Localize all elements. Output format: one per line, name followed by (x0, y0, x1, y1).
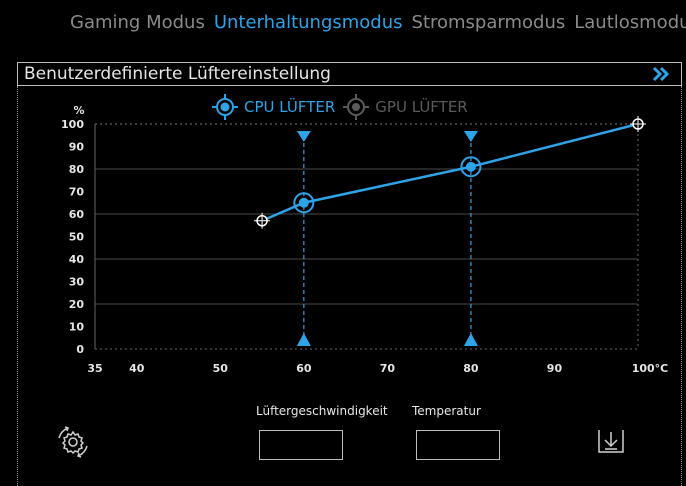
curve-point-selected-ring (460, 156, 482, 178)
curve-point-selected (465, 161, 476, 172)
x-tick-label: 35 (87, 362, 102, 375)
marker-handle-bottom (296, 333, 311, 346)
y-tick-label: 60 (69, 208, 85, 221)
curve-point-selected-ring (293, 192, 315, 214)
y-tick-label: 0 (76, 343, 84, 356)
y-tick-label: 70 (69, 186, 85, 199)
chart-legend: CPU LÜFTER GPU LÜFTER (212, 94, 468, 120)
fan-speed-field[interactable] (259, 430, 343, 460)
y-tick-label: 10 (69, 321, 85, 334)
crosshair-icon (343, 94, 370, 120)
x-tick-label: 70 (380, 362, 396, 375)
download-icon[interactable] (597, 428, 625, 458)
cpu-fan-curve (261, 122, 639, 222)
x-tick-label: 90 (547, 362, 563, 375)
marker-handle-top (296, 131, 311, 142)
crosshair-icon (212, 94, 238, 120)
tab-stromsparmodus[interactable]: Stromsparmodus (411, 12, 566, 33)
x-tick-label: 40 (129, 362, 145, 375)
y-tick-label: 20 (69, 298, 85, 311)
curve-point-selected (298, 197, 309, 208)
tab-unterhaltungsmodus[interactable]: Unterhaltungsmodus (213, 12, 403, 33)
x-tick-label: 100°C (632, 362, 669, 375)
gear-rotate-icon[interactable] (54, 424, 92, 464)
temperature-label: Temperatur (412, 404, 481, 418)
panel-body (17, 86, 682, 486)
fan-speed-label: Lüftergeschwindigkeit (256, 404, 388, 418)
double-chevron-right-icon[interactable] (651, 65, 671, 83)
panel-title: Benutzerdefinierte Lüftereinstellung (24, 64, 331, 84)
y-tick-label: 40 (69, 253, 85, 266)
x-tick-label: 80 (463, 362, 479, 375)
temperature-field[interactable] (416, 430, 500, 460)
y-tick-label: 30 (69, 276, 85, 289)
y-tick-label: 90 (69, 141, 85, 154)
x-tick-label: 50 (213, 362, 229, 375)
legend-gpu[interactable]: GPU LÜFTER (343, 94, 468, 120)
legend-gpu-label: GPU LÜFTER (375, 98, 468, 116)
x-tick-label: 60 (296, 362, 312, 375)
marker-handle-bottom (463, 333, 478, 346)
y-tick-label: 100 (61, 118, 84, 131)
y-axis-label: % (73, 104, 84, 117)
y-tick-label: 80 (69, 163, 85, 176)
tab-lautlosmodus[interactable]: Lautlosmodus (574, 12, 686, 33)
y-tick-label: 50 (69, 231, 85, 244)
marker-handle-top (463, 131, 478, 142)
mode-tabs: Gaming Modus Unterhaltungsmodus Stromspa… (70, 12, 686, 33)
panel-header: Benutzerdefinierte Lüftereinstellung (17, 62, 682, 86)
legend-cpu-label: CPU LÜFTER (244, 98, 336, 116)
legend-cpu[interactable]: CPU LÜFTER (212, 94, 335, 120)
tab-gaming-modus[interactable]: Gaming Modus (70, 12, 205, 33)
